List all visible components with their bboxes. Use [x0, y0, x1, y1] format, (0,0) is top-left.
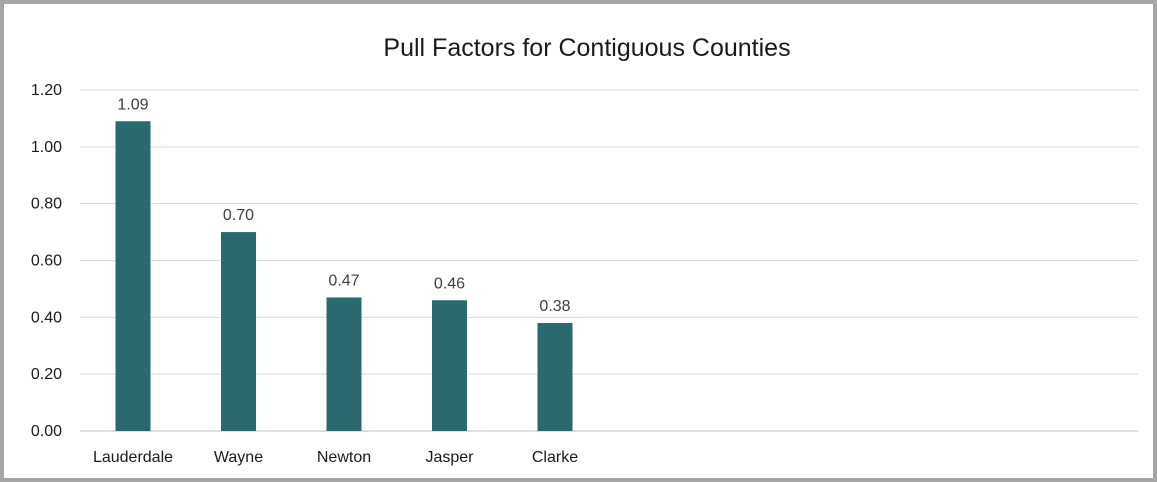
bar-wayne	[221, 232, 256, 431]
y-tick-label: 1.20	[31, 82, 62, 99]
chart-title: Pull Factors for Contiguous Counties	[383, 34, 790, 62]
y-tick-label: 0.00	[31, 423, 62, 440]
y-tick-label: 0.40	[31, 309, 62, 326]
bar-newton	[326, 297, 362, 431]
x-axis: Lauderdale Wayne Newton Jasper Clarke	[93, 449, 578, 466]
bar-lauderdale	[115, 121, 151, 431]
y-axis: 0.00 0.20 0.40 0.60 0.80 1.00 1.20	[31, 82, 62, 440]
category-label: Jasper	[425, 449, 474, 466]
data-label: 0.70	[223, 207, 254, 224]
y-tick-label: 0.20	[31, 366, 62, 383]
data-label: 0.38	[539, 298, 570, 315]
y-tick-label: 1.00	[31, 139, 62, 156]
bar-clarke	[537, 323, 573, 431]
data-label: 0.46	[434, 275, 465, 292]
data-label: 0.47	[328, 272, 359, 289]
data-label: 1.09	[117, 96, 148, 113]
y-tick-label: 0.60	[31, 253, 62, 270]
bar-jasper	[432, 300, 467, 431]
data-labels: 1.09 0.70 0.47 0.46 0.38	[117, 96, 570, 315]
category-label: Lauderdale	[93, 449, 173, 466]
category-label: Clarke	[532, 449, 578, 466]
category-label: Wayne	[214, 449, 263, 466]
gridlines	[80, 89, 1138, 432]
y-tick-label: 0.80	[31, 196, 62, 213]
bars	[115, 121, 573, 431]
category-label: Newton	[317, 449, 371, 466]
